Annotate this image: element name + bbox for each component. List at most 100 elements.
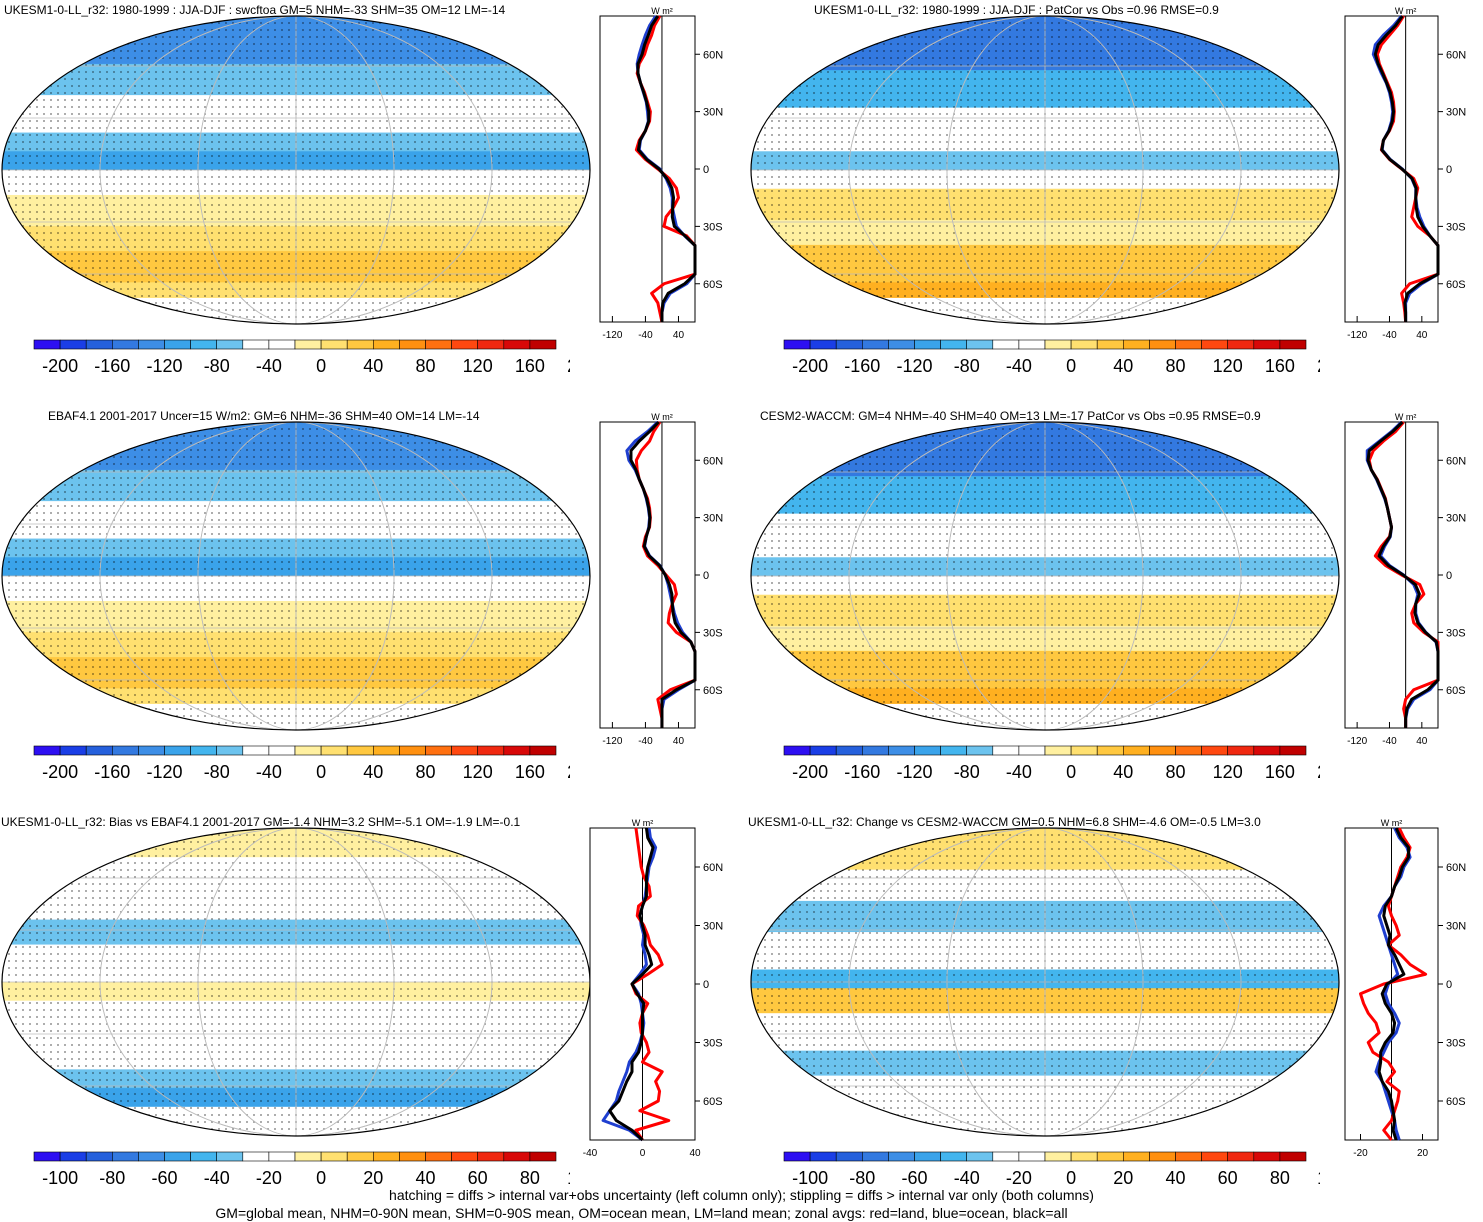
colorbar-label: -100 <box>42 1168 78 1188</box>
lat-tick-label: 30N <box>703 107 723 119</box>
colorbar-swatch <box>347 340 373 349</box>
lat-tick-label: 30S <box>1446 1038 1466 1050</box>
colorbar-label: -160 <box>94 356 130 376</box>
lat-tick-label: 0 <box>703 570 709 582</box>
colorbar-label: 40 <box>1165 1168 1185 1188</box>
unit-label: W m² <box>632 818 654 828</box>
colorbar-swatch <box>1228 340 1254 349</box>
x-tick-label: -120 <box>1347 736 1367 747</box>
colorbar-label: -200 <box>792 356 828 376</box>
lat-tick-label: 30N <box>703 921 723 933</box>
colorbar-swatch <box>1097 340 1123 349</box>
colorbar-swatch <box>34 746 60 755</box>
colorbar-label: -20 <box>256 1168 282 1188</box>
colorbar-swatch <box>217 340 243 349</box>
colorbar-label: -80 <box>954 356 980 376</box>
colorbar-1: -200-160-120-80-4004080120160200 <box>30 338 570 378</box>
colorbar-swatch <box>836 746 862 755</box>
colorbar-label: 120 <box>1213 762 1243 782</box>
colorbar-swatch <box>112 746 138 755</box>
lat-tick-label: 30S <box>703 627 723 639</box>
colorbar-swatch <box>478 340 504 349</box>
colorbar-label: 200 <box>1317 762 1320 782</box>
colorbar-label: 120 <box>463 762 493 782</box>
colorbar-swatch <box>915 746 941 755</box>
lat-tick-label: 30S <box>1446 627 1466 639</box>
colorbar-label: -120 <box>896 762 932 782</box>
colorbar-label: 40 <box>363 762 383 782</box>
colorbar-label: 60 <box>1218 1168 1238 1188</box>
colorbar-swatch <box>1254 746 1280 755</box>
lat-tick-label: 60N <box>703 862 723 874</box>
colorbar-swatch <box>86 340 112 349</box>
colorbar-swatch <box>373 746 399 755</box>
colorbar-swatch <box>112 340 138 349</box>
colorbar-swatch <box>810 1152 836 1161</box>
colorbar-label: -20 <box>1006 1168 1032 1188</box>
unit-label: W m² <box>1381 818 1403 828</box>
colorbar-swatch <box>862 340 888 349</box>
colorbar-label: -60 <box>901 1168 927 1188</box>
colorbar-label: -200 <box>42 762 78 782</box>
colorbar-label: 0 <box>1066 356 1076 376</box>
colorbar-label: -40 <box>954 1168 980 1188</box>
colorbar-swatch <box>191 1152 217 1161</box>
unit-label: W m² <box>1395 412 1417 422</box>
colorbar-label: 120 <box>463 356 493 376</box>
colorbar-swatch <box>243 746 269 755</box>
colorbar-swatch <box>888 746 914 755</box>
x-tick-label: 40 <box>1416 330 1428 341</box>
colorbar-5: -100-80-60-40-20020406080100 <box>30 1150 570 1190</box>
colorbar-label: 160 <box>515 762 545 782</box>
unit-label: W m² <box>651 6 673 16</box>
colorbar-swatch <box>426 340 452 349</box>
colorbar-swatch <box>191 340 217 349</box>
colorbar-swatch <box>1019 1152 1045 1161</box>
colorbar-4: -200-160-120-80-4004080120160200 <box>780 744 1320 784</box>
colorbar-label: 80 <box>415 762 435 782</box>
colorbar-swatch <box>269 746 295 755</box>
lat-tick-label: 60S <box>703 685 723 697</box>
colorbar-label: -200 <box>42 356 78 376</box>
lat-tick-label: 0 <box>703 164 709 176</box>
x-tick-label: 20 <box>1417 1148 1429 1159</box>
colorbar-label: 40 <box>1113 356 1133 376</box>
colorbar-swatch <box>295 340 321 349</box>
colorbar-swatch <box>86 746 112 755</box>
map-4 <box>749 420 1341 732</box>
colorbar-swatch <box>862 1152 888 1161</box>
colorbar-swatch <box>399 1152 425 1161</box>
colorbar-swatch <box>60 1152 86 1161</box>
colorbar-label: -40 <box>204 1168 230 1188</box>
colorbar-swatch <box>1280 1152 1306 1161</box>
colorbar-swatch <box>1019 746 1045 755</box>
colorbar-swatch <box>60 340 86 349</box>
colorbar-swatch <box>915 340 941 349</box>
colorbar-label: -120 <box>896 356 932 376</box>
unit-label: W m² <box>1395 6 1417 16</box>
colorbar-label: 80 <box>1165 356 1185 376</box>
colorbar-label: 0 <box>1066 1168 1076 1188</box>
colorbar-label: 100 <box>1317 1168 1320 1188</box>
colorbar-swatch <box>888 1152 914 1161</box>
colorbar-swatch <box>112 1152 138 1161</box>
colorbar-label: -80 <box>204 356 230 376</box>
colorbar-swatch <box>478 746 504 755</box>
colorbar-swatch <box>1176 340 1202 349</box>
colorbar-swatch <box>60 746 86 755</box>
colorbar-swatch <box>784 1152 810 1161</box>
colorbar-swatch <box>1045 746 1071 755</box>
colorbar-label: 80 <box>415 356 435 376</box>
colorbar-3: -200-160-120-80-4004080120160200 <box>30 744 570 784</box>
colorbar-label: -120 <box>146 356 182 376</box>
x-tick-label: 0 <box>640 1148 646 1159</box>
lat-tick-label: 0 <box>1446 979 1452 991</box>
colorbar-swatch <box>138 1152 164 1161</box>
colorbar-swatch <box>373 340 399 349</box>
lat-tick-label: 60N <box>703 455 723 467</box>
colorbar-swatch <box>452 340 478 349</box>
colorbar-label: 0 <box>1066 762 1076 782</box>
colorbar-swatch <box>138 340 164 349</box>
